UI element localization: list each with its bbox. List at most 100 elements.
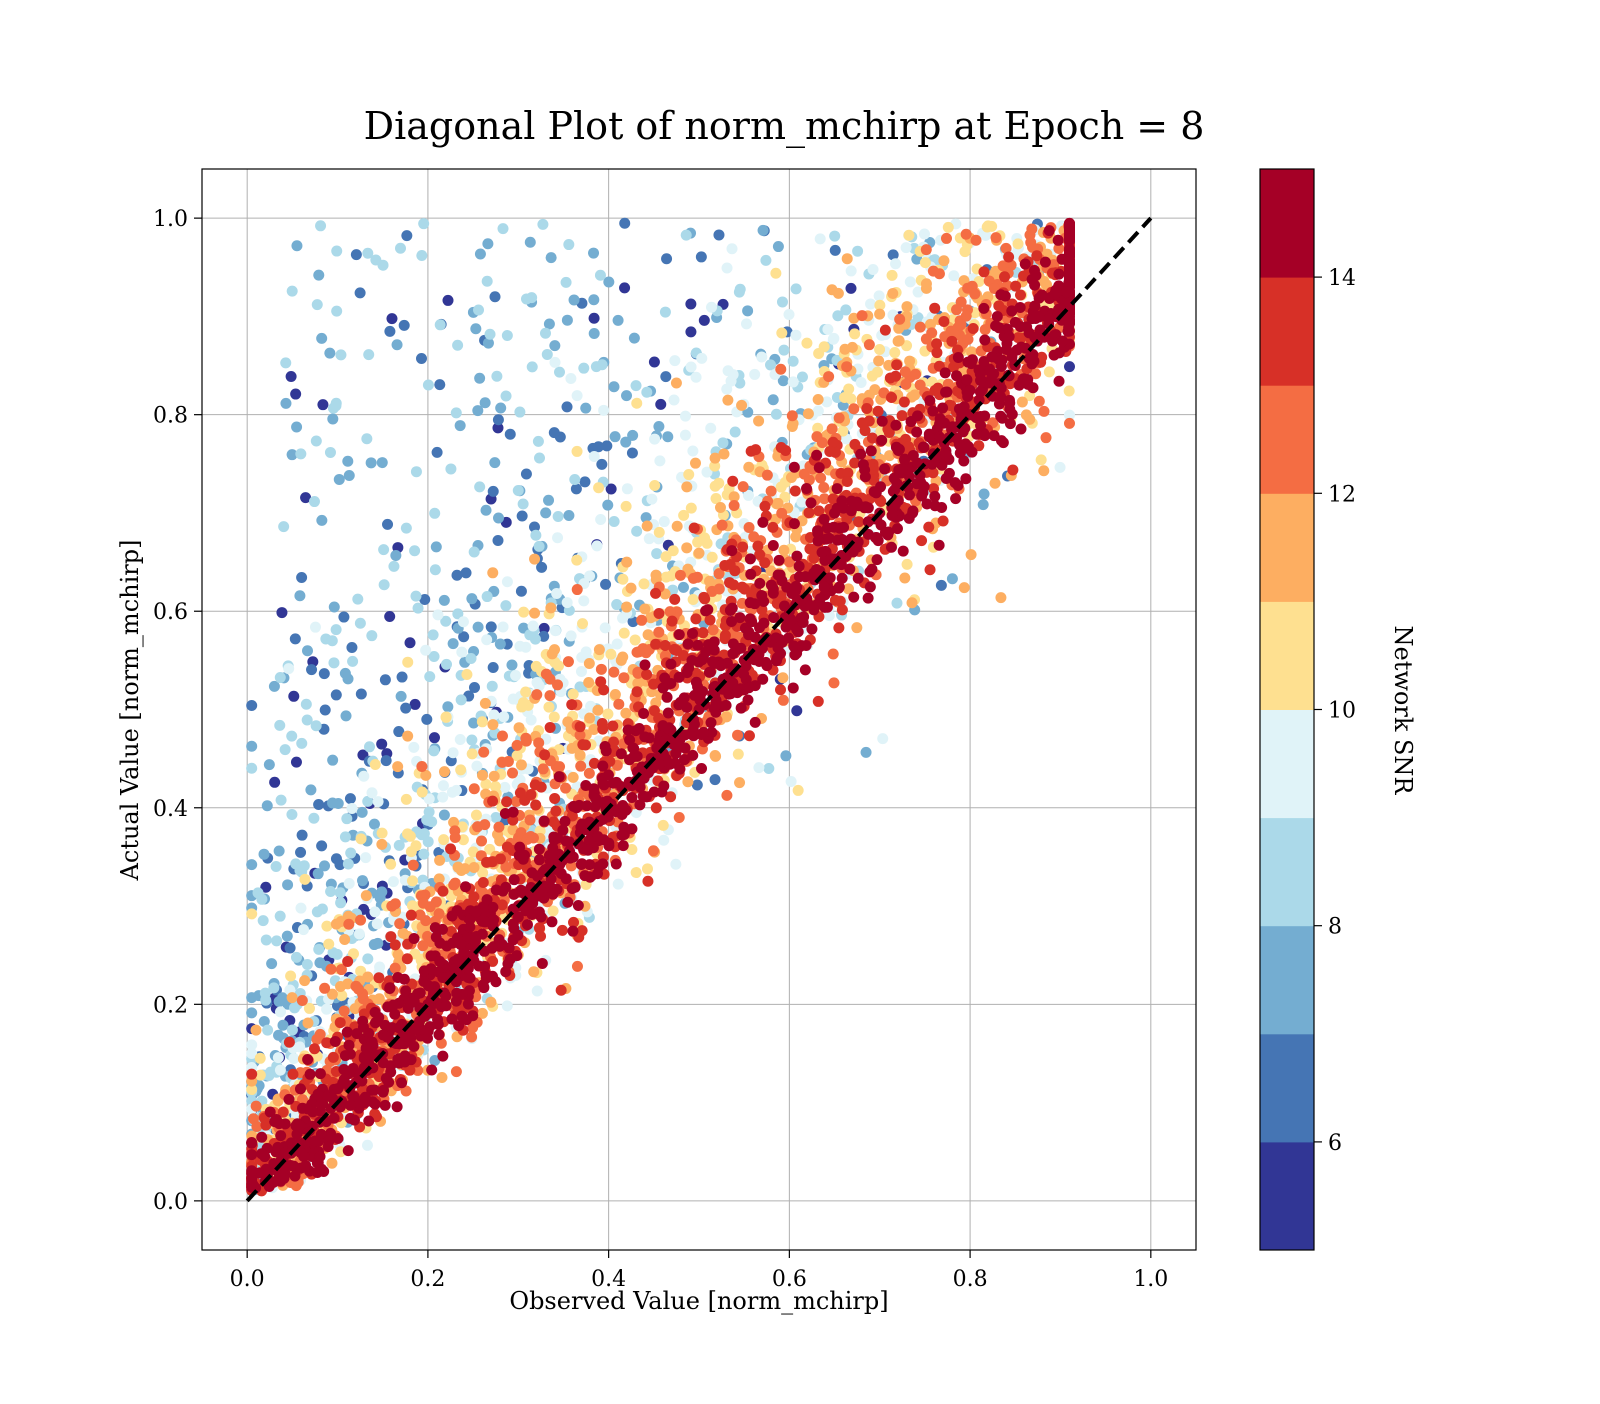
scatter-point: [967, 354, 978, 365]
scatter-point: [592, 540, 603, 551]
scatter-point: [966, 549, 977, 560]
scatter-point: [671, 645, 682, 656]
scatter-point: [302, 1054, 313, 1065]
scatter-point: [342, 956, 353, 967]
scatter-point: [301, 699, 312, 710]
scatter-point: [456, 694, 467, 705]
scatter-point: [361, 890, 372, 901]
scatter-point: [339, 934, 350, 945]
scatter-point: [291, 757, 302, 768]
scatter-point: [392, 1101, 403, 1112]
scatter-point: [501, 391, 512, 402]
scatter-point: [434, 908, 445, 919]
scatter-point: [271, 861, 282, 872]
scatter-point: [369, 906, 380, 917]
scatter-point: [326, 1158, 337, 1169]
scatter-point: [912, 410, 923, 421]
scatter-point: [794, 561, 805, 572]
scatter-point: [822, 324, 833, 335]
scatter-point: [1044, 366, 1055, 377]
scatter-point: [724, 577, 735, 588]
scatter-point: [482, 591, 493, 602]
scatter-point: [545, 602, 556, 613]
scatter-point: [473, 622, 484, 633]
scatter-point: [660, 307, 671, 318]
scatter-point: [585, 872, 596, 883]
scatter-point: [400, 985, 411, 996]
scatter-point: [990, 478, 1001, 489]
scatter-point: [376, 739, 387, 750]
scatter-point: [269, 777, 280, 788]
scatter-point: [961, 374, 972, 385]
scatter-point: [788, 356, 799, 367]
scatter-point: [534, 922, 545, 933]
scatter-point: [540, 507, 551, 518]
scatter-point: [543, 495, 554, 506]
scatter-point: [410, 840, 421, 851]
scatter-point: [482, 238, 493, 249]
scatter-point: [313, 944, 324, 955]
scatter-point: [283, 1094, 294, 1105]
scatter-point: [1041, 432, 1052, 443]
scatter-point: [689, 522, 700, 533]
scatter-point: [551, 588, 562, 599]
scatter-point: [865, 298, 876, 309]
scatter-point: [374, 993, 385, 1004]
scatter-point: [408, 860, 419, 871]
scatter-point: [737, 541, 748, 552]
scatter-point: [480, 397, 491, 408]
scatter-point: [938, 255, 949, 266]
scatter-point: [471, 761, 482, 772]
scatter-point: [759, 501, 770, 512]
scatter-point: [874, 309, 885, 320]
scatter-point: [752, 541, 763, 552]
scatter-point: [593, 441, 604, 452]
scatter-point: [528, 966, 539, 977]
scatter-point: [448, 638, 459, 649]
scatter-point: [727, 476, 738, 487]
scatter-point: [569, 294, 580, 305]
scatter-point: [784, 309, 795, 320]
scatter-point: [351, 249, 362, 260]
scatter-point: [537, 219, 548, 230]
scatter-point: [903, 230, 914, 241]
scatter-point: [490, 291, 501, 302]
scatter-point: [978, 266, 989, 277]
scatter-point: [721, 790, 732, 801]
scatter-point: [298, 924, 309, 935]
scatter-point: [287, 1024, 298, 1035]
scatter-point: [418, 218, 429, 229]
scatter-point: [563, 239, 574, 250]
scatter-point: [789, 518, 800, 529]
scatter-point: [894, 314, 905, 325]
scatter-point: [488, 486, 499, 497]
scatter-point: [575, 721, 586, 732]
scatter-point: [287, 286, 298, 297]
scatter-point: [338, 612, 349, 623]
scatter-point: [447, 787, 458, 798]
scatter-point: [978, 356, 989, 367]
scatter-point: [372, 918, 383, 929]
scatter-point: [357, 1016, 368, 1027]
scatter-point: [692, 572, 703, 583]
scatter-point: [758, 225, 769, 236]
scatter-point: [771, 409, 782, 420]
scatter-point: [721, 711, 732, 722]
scatter-point: [900, 379, 911, 390]
scatter-point: [608, 778, 619, 789]
scatter-point: [602, 500, 613, 511]
scatter-point: [445, 463, 456, 474]
scatter-point: [325, 886, 336, 897]
scatter-point: [1053, 269, 1064, 280]
scatter-point: [317, 904, 328, 915]
scatter-point: [873, 355, 884, 366]
scatter-point: [487, 681, 498, 692]
scatter-point: [315, 220, 326, 231]
scatter-point: [1037, 290, 1048, 301]
scatter-point: [286, 371, 297, 382]
scatter-point: [572, 446, 583, 457]
scatter-point: [776, 328, 787, 339]
scatter-point: [593, 861, 604, 872]
scatter-point: [909, 389, 920, 400]
scatter-point: [392, 761, 403, 772]
